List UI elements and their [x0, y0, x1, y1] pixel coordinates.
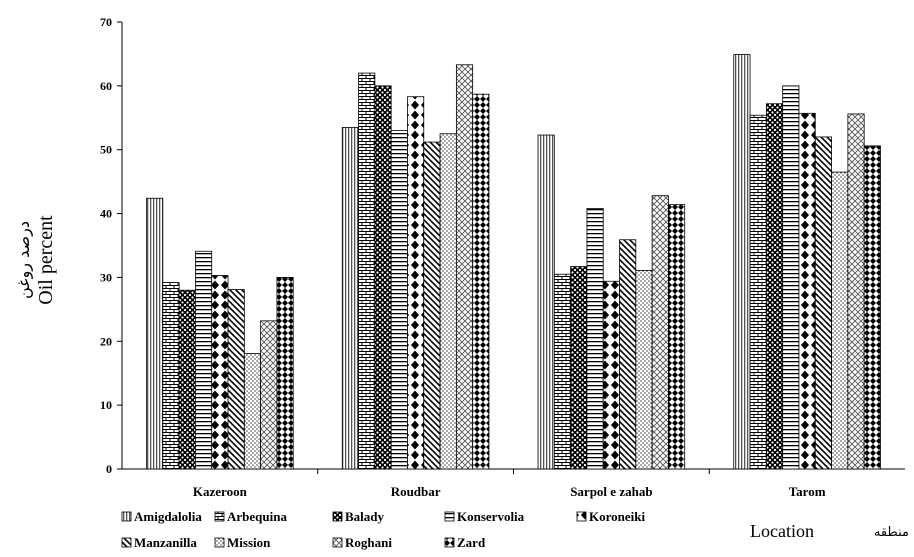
y-tick-label: 30 — [100, 270, 112, 284]
bar-arbequina-sarpol-e-zahab — [553, 273, 572, 470]
bar-manzanilla-roudbar — [423, 141, 441, 470]
bar-amigdalolia-tarom — [733, 54, 751, 470]
legend-swatch — [444, 537, 455, 548]
bar-arbequina-kazeroon — [162, 282, 180, 470]
y-tick-label: 50 — [100, 143, 112, 157]
legend-entry-amigdalolia: Amigdalolia — [121, 509, 202, 524]
legend-label: Amigdalolia — [134, 509, 202, 524]
bar-arbequina-tarom — [749, 114, 767, 470]
bar-zard-sarpol-e-zahab — [668, 204, 686, 470]
legend-swatch — [332, 511, 343, 522]
legend-swatch — [444, 511, 455, 522]
legend-entry-zard: Zard — [444, 535, 486, 550]
x-tick-label: Roudbar — [391, 484, 441, 499]
legend-entry-mission: Mission — [214, 535, 271, 550]
legend-entry-roghani: Roghani — [332, 535, 392, 550]
bar-roghani-tarom — [847, 113, 865, 470]
bar-balady-tarom — [765, 103, 784, 470]
bar-mission-tarom — [831, 171, 849, 470]
legend-swatch — [214, 537, 225, 548]
legend-label: Koroneiki — [589, 509, 645, 524]
bar-zard-tarom — [863, 145, 881, 470]
legend-label: Konservolia — [457, 509, 525, 524]
legend-swatch — [332, 537, 343, 548]
bar-koroneiki-roudbar — [407, 96, 425, 470]
bar-mission-kazeroon — [243, 353, 262, 470]
x-tick-label: Kazeroon — [193, 484, 248, 499]
x-tick-label: Sarpol e zahab — [570, 484, 652, 499]
y-axis-title-en: Oil percent — [35, 215, 57, 305]
bar-amigdalolia-roudbar — [341, 126, 359, 470]
legend-entry-koroneiki: Koroneiki — [576, 509, 645, 524]
y-tick-label: 10 — [100, 398, 112, 412]
bar-balady-sarpol-e-zahab — [570, 266, 588, 470]
y-tick-label: 70 — [100, 15, 112, 29]
bar-zard-kazeroon — [276, 277, 294, 470]
y-axis-title: درصد روغن Oil percent — [6, 130, 66, 390]
legend: Amigdalolia Arbequina Balady Konservolia Kor… — [121, 509, 645, 550]
legend-entry-balady: Balady — [332, 509, 385, 524]
bar-mission-sarpol-e-zahab — [635, 270, 653, 470]
bar-manzanilla-sarpol-e-zahab — [619, 239, 637, 470]
y-tick-label: 40 — [100, 207, 112, 221]
bar-roghani-kazeroon — [260, 320, 278, 470]
x-axis-title-en: Location — [750, 521, 814, 541]
y-axis-title-fa: درصد روغن — [14, 221, 33, 299]
legend-swatch — [214, 511, 225, 522]
legend-label: Manzanilla — [134, 535, 197, 550]
bar-manzanilla-kazeroon — [227, 289, 245, 470]
bar-zard-roudbar — [472, 93, 490, 470]
bar-konservolia-tarom — [782, 85, 800, 470]
bar-amigdalolia-sarpol-e-zahab — [537, 134, 555, 470]
axes: 0 10 20 30 40 50 60 70 Kazeroon Roudbar Sarpol e z… — [100, 15, 905, 499]
y-tick-label: 60 — [100, 79, 112, 93]
bar-koroneiki-kazeroon — [211, 275, 229, 470]
bar-amigdalolia-kazeroon — [146, 197, 164, 470]
bars — [146, 54, 881, 470]
x-tick-label: Tarom — [789, 484, 826, 499]
legend-swatch — [121, 537, 132, 548]
legend-swatch — [121, 511, 132, 522]
bar-roghani-roudbar — [455, 64, 474, 470]
legend-entry-arbequina: Arbequina — [214, 509, 287, 524]
x-axis-title: Location منطقه — [736, 521, 911, 547]
y-tick-label: 0 — [106, 462, 112, 476]
y-tick-label: 20 — [100, 334, 112, 348]
legend-swatch — [576, 511, 587, 522]
bar-konservolia-kazeroon — [195, 250, 213, 470]
bar-balady-kazeroon — [178, 289, 196, 470]
legend-entry-konservolia: Konservolia — [444, 509, 525, 524]
bar-konservolia-roudbar — [390, 130, 408, 470]
legend-label: Roghani — [345, 535, 392, 550]
bar-manzanilla-tarom — [814, 136, 832, 470]
bar-roghani-sarpol-e-zahab — [651, 195, 669, 470]
bar-balady-roudbar — [374, 85, 392, 470]
legend-label: Arbequina — [227, 509, 287, 524]
bar-konservolia-sarpol-e-zahab — [586, 208, 604, 470]
legend-label: Zard — [457, 535, 486, 550]
legend-label: Balady — [345, 509, 385, 524]
legend-label: Mission — [227, 535, 271, 550]
x-axis-title-fa: منطقه — [873, 525, 909, 540]
bar-arbequina-roudbar — [358, 72, 376, 470]
bar-mission-roudbar — [439, 133, 457, 470]
bar-koroneiki-tarom — [798, 112, 816, 470]
bar-koroneiki-sarpol-e-zahab — [602, 280, 620, 470]
legend-entry-manzanilla: Manzanilla — [121, 535, 197, 550]
